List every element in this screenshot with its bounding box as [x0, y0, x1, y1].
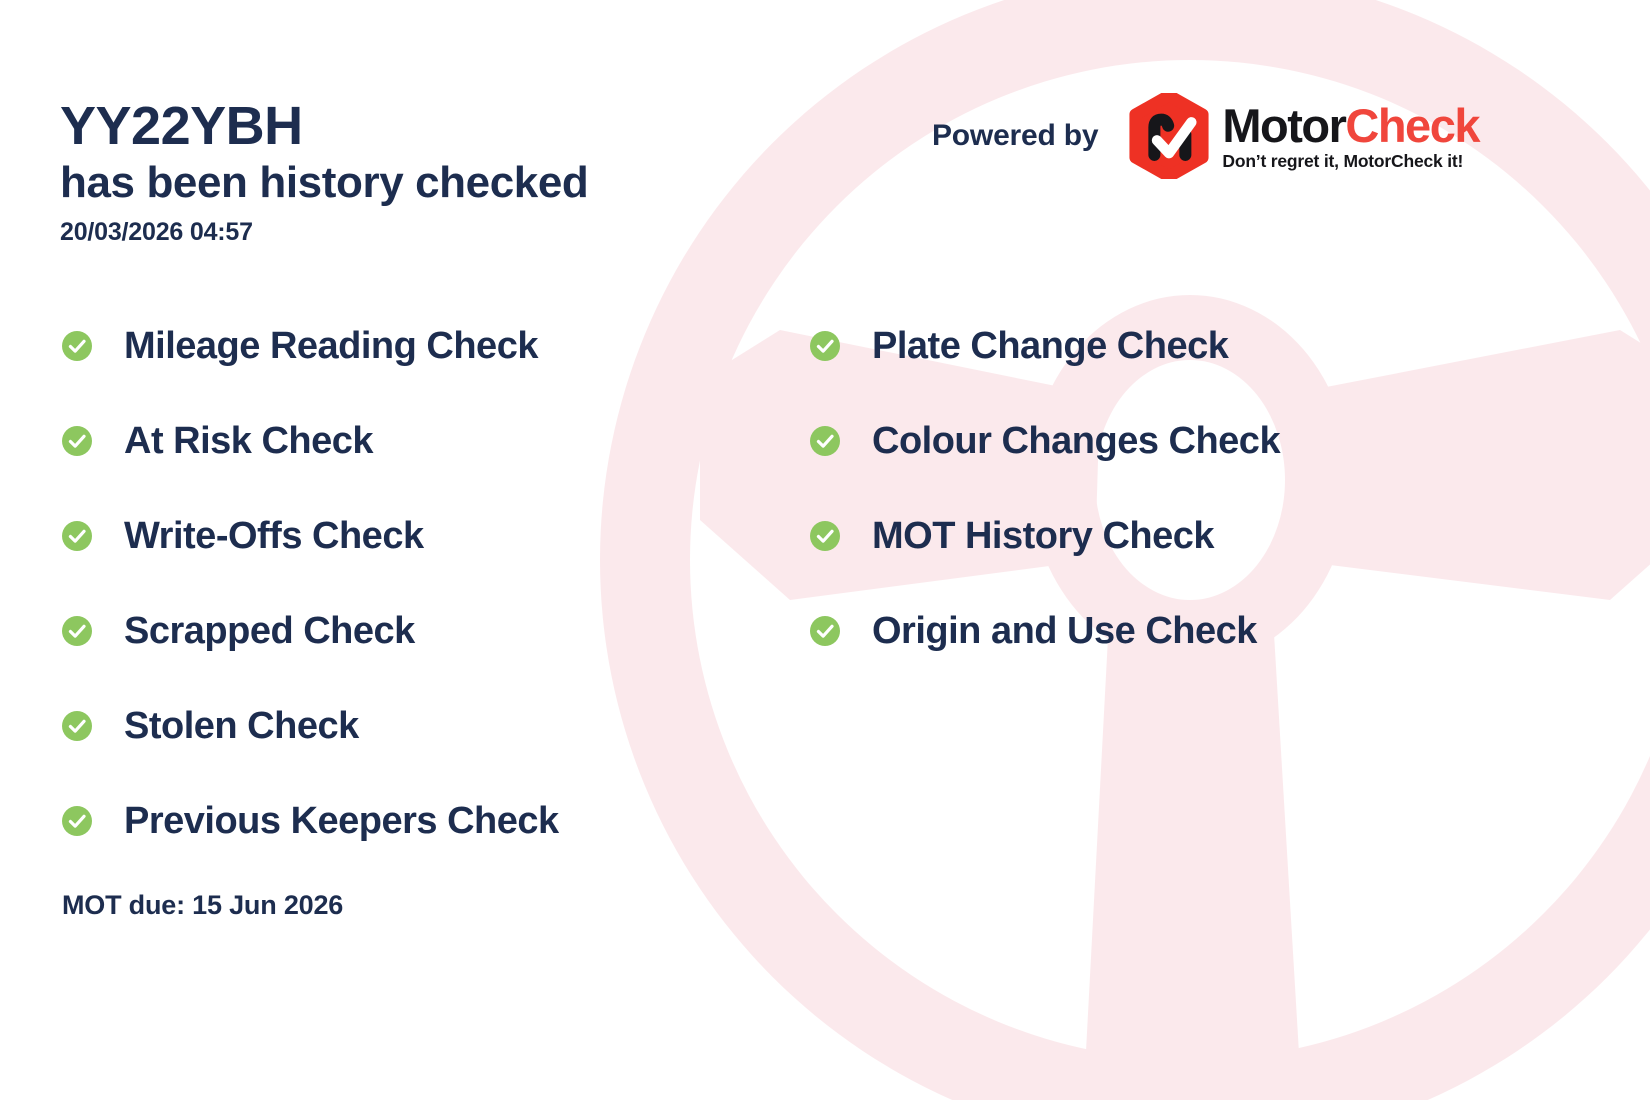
check-circle-icon — [62, 806, 92, 836]
check-item: Mileage Reading Check — [62, 318, 559, 374]
brand-name-check: Check — [1345, 98, 1480, 152]
check-label: Previous Keepers Check — [124, 799, 559, 842]
check-circle-icon — [810, 331, 840, 361]
check-label: MOT History Check — [872, 514, 1215, 557]
check-circle-icon — [62, 331, 92, 361]
powered-by-block: Powered by MotorCheck Don’t regret it, M… — [932, 93, 1480, 179]
motorcheck-wordmark: MotorCheck Don’t regret it, MotorCheck i… — [1222, 98, 1480, 171]
check-timestamp: 20/03/2026 04:57 — [60, 217, 253, 246]
check-circle-icon — [810, 426, 840, 456]
check-item: Colour Changes Check — [810, 413, 1281, 469]
brand-name-motor: Motor — [1222, 98, 1347, 152]
check-item: Previous Keepers Check — [62, 793, 559, 849]
check-item: Plate Change Check — [810, 318, 1280, 374]
check-item: Scrapped Check — [62, 603, 559, 659]
powered-by-label: Powered by — [932, 119, 1099, 152]
checks-column-left: Mileage Reading Check At Risk Check Writ… — [62, 318, 559, 888]
page-title: has been history checked — [60, 158, 589, 208]
mot-due-text: MOT due: 15 Jun 2026 — [62, 890, 344, 920]
check-label: Stolen Check — [124, 704, 359, 747]
check-circle-icon — [62, 711, 92, 741]
checks-column-right: Plate Change Check Colour Changes Check … — [810, 318, 1281, 698]
check-circle-icon — [810, 521, 840, 551]
motorcheck-hexagon-icon — [1129, 93, 1209, 179]
registration-plate: YY22YBH — [60, 96, 303, 156]
check-item: MOT History Check — [810, 508, 1280, 564]
check-label: Plate Change Check — [872, 324, 1229, 367]
header-block: YY22YBH has been history checked 20/03/2… — [60, 96, 589, 247]
brand-tagline: Don’t regret it, MotorCheck it! — [1222, 150, 1464, 171]
check-item: Stolen Check — [62, 698, 559, 754]
check-label: Write-Offs Check — [124, 514, 424, 557]
check-circle-icon — [62, 426, 92, 456]
check-label: Scrapped Check — [124, 609, 415, 652]
check-label: Origin and Use Check — [872, 609, 1257, 652]
check-circle-icon — [62, 521, 92, 551]
check-label: At Risk Check — [124, 419, 374, 462]
check-label: Colour Changes Check — [872, 419, 1281, 462]
motorcheck-logo[interactable]: MotorCheck Don’t regret it, MotorCheck i… — [1126, 93, 1480, 179]
check-circle-icon — [810, 616, 840, 646]
check-label: Mileage Reading Check — [124, 324, 538, 367]
check-circle-icon — [62, 616, 92, 646]
check-item: At Risk Check — [62, 413, 559, 469]
check-item: Write-Offs Check — [62, 508, 559, 564]
check-item: Origin and Use Check — [810, 603, 1280, 659]
